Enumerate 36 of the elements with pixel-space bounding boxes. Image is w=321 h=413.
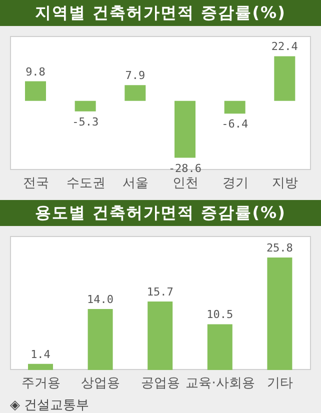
bar — [274, 56, 296, 101]
data-label: 1.4 — [30, 348, 51, 361]
x-tick-label: 공업용 — [141, 376, 180, 392]
text: ◈ 건설교통부 — [9, 397, 90, 413]
data-label: 14.0 — [87, 292, 114, 306]
data-label: 10.5 — [206, 308, 234, 322]
bar — [28, 364, 53, 370]
chart-title: 지역별 건축허가면적 증감률(%) — [0, 0, 321, 26]
data-label: 9.8 — [26, 65, 46, 78]
bar — [267, 258, 292, 370]
data-label: 15.7 — [146, 286, 174, 299]
x-tick-label: 교육·사회용 — [186, 376, 255, 392]
x-tick-label: 상업용 — [81, 376, 120, 392]
x-tick-label: 경기 — [222, 176, 248, 192]
data-label: -6.4 — [222, 118, 248, 131]
bar — [74, 100, 96, 112]
data-label: 22.4 — [271, 40, 298, 54]
bar — [88, 308, 113, 370]
x-tick-label: 주거용 — [21, 376, 60, 392]
x-tick-label: 기타 — [267, 376, 294, 392]
x-tick-label: 인천 — [172, 176, 198, 192]
data-label: -28.6 — [168, 162, 202, 175]
bar — [174, 100, 196, 158]
bar — [207, 324, 232, 370]
bar — [25, 81, 46, 101]
bar — [224, 100, 246, 114]
x-tick-label: 서울 — [122, 176, 149, 192]
bar — [148, 302, 173, 370]
bar — [124, 85, 146, 101]
x-tick-label: 지방 — [272, 176, 298, 192]
x-tick-label: 수도권 — [66, 176, 106, 192]
data-label: -5.3 — [72, 115, 99, 128]
data-label: 7.9 — [125, 69, 146, 82]
chart-title: 용도별 건축허가면적 증감률(%) — [0, 200, 321, 226]
x-tick-label: 전국 — [22, 176, 49, 192]
data-label: 25.8 — [266, 242, 293, 254]
